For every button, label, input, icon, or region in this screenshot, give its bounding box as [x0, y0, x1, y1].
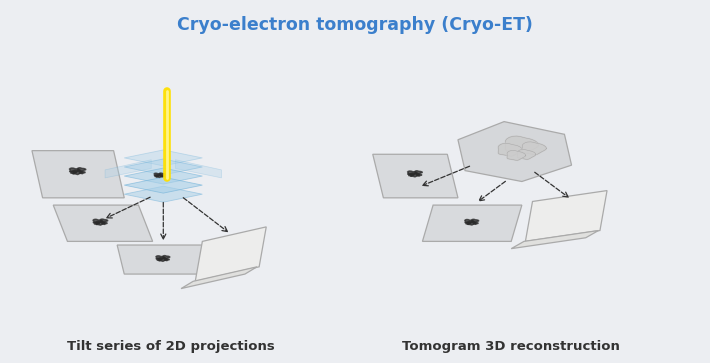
Polygon shape	[160, 175, 165, 177]
Polygon shape	[506, 136, 539, 154]
Polygon shape	[175, 160, 222, 178]
Polygon shape	[507, 150, 525, 160]
Polygon shape	[410, 173, 420, 177]
Polygon shape	[32, 151, 124, 198]
Polygon shape	[79, 171, 85, 174]
Polygon shape	[195, 227, 266, 281]
Polygon shape	[53, 205, 153, 241]
Polygon shape	[158, 258, 167, 261]
Polygon shape	[159, 173, 165, 175]
Polygon shape	[156, 256, 165, 260]
Polygon shape	[70, 168, 80, 172]
Polygon shape	[102, 222, 107, 224]
Polygon shape	[408, 171, 417, 175]
Polygon shape	[70, 171, 77, 174]
Polygon shape	[498, 143, 523, 156]
Polygon shape	[415, 171, 422, 174]
Polygon shape	[124, 150, 202, 166]
Polygon shape	[105, 160, 151, 178]
Polygon shape	[72, 170, 82, 175]
Polygon shape	[458, 122, 572, 182]
Polygon shape	[467, 221, 476, 225]
Polygon shape	[124, 159, 202, 175]
Polygon shape	[373, 154, 458, 198]
Polygon shape	[77, 168, 86, 171]
Text: Tomogram 3D reconstruction: Tomogram 3D reconstruction	[403, 340, 620, 353]
Polygon shape	[465, 220, 474, 223]
Polygon shape	[100, 219, 108, 222]
Polygon shape	[471, 219, 479, 222]
Polygon shape	[181, 267, 257, 289]
Polygon shape	[466, 222, 471, 224]
Polygon shape	[164, 258, 170, 261]
Polygon shape	[154, 173, 161, 176]
Polygon shape	[409, 174, 414, 176]
Polygon shape	[96, 221, 105, 225]
Polygon shape	[93, 219, 103, 223]
Polygon shape	[124, 168, 202, 184]
Text: Cryo-electron tomography (Cryo-ET): Cryo-electron tomography (Cryo-ET)	[177, 16, 533, 34]
Polygon shape	[416, 174, 422, 176]
Text: Tilt series of 2D projections: Tilt series of 2D projections	[67, 340, 274, 353]
Polygon shape	[525, 191, 607, 241]
Polygon shape	[422, 205, 522, 241]
Polygon shape	[156, 175, 163, 178]
Polygon shape	[124, 177, 202, 193]
Polygon shape	[117, 245, 209, 274]
Polygon shape	[523, 142, 547, 155]
Polygon shape	[163, 256, 170, 258]
Polygon shape	[473, 222, 479, 224]
Polygon shape	[124, 186, 202, 202]
Polygon shape	[511, 231, 599, 249]
Polygon shape	[157, 258, 162, 261]
Polygon shape	[518, 150, 536, 159]
Polygon shape	[94, 222, 99, 224]
Polygon shape	[155, 175, 159, 177]
